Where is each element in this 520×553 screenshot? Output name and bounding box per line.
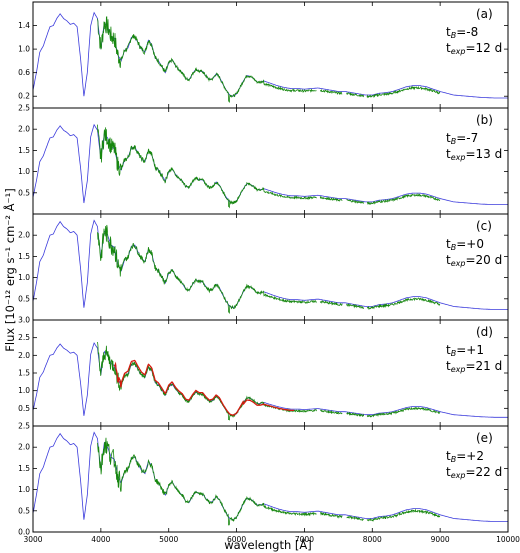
panel-frame	[32, 319, 509, 427]
y-tick-label: 1.0	[18, 167, 30, 176]
x-axis-label: wavelength [Å]	[224, 537, 312, 552]
y-tick-label: 0.5	[18, 294, 30, 303]
y-axis-label: Flux [10⁻¹² erg s⁻¹ cm⁻² Å⁻¹]	[2, 188, 17, 351]
epoch-label: tB=-8	[446, 25, 478, 40]
y-tick-label: 1.0	[18, 485, 30, 494]
panel-letter: (a)	[476, 7, 493, 21]
y-tick-label: 1.5	[18, 252, 30, 261]
y-tick-label: 1.5	[18, 369, 30, 378]
observed-line	[97, 341, 441, 421]
y-tick-label: 1.5	[18, 464, 30, 473]
explosion-epoch-label: texp=12 d	[446, 41, 502, 56]
model-line	[33, 219, 508, 310]
x-tick-label: 5000	[159, 535, 178, 544]
y-tick-label: 2.5	[18, 422, 30, 431]
x-tick-label: 4000	[91, 535, 110, 544]
model-line	[33, 431, 508, 522]
observed-line	[97, 224, 441, 314]
y-tick-label: 2.5	[18, 333, 30, 342]
panel-frame	[32, 425, 509, 533]
observed-line	[97, 124, 441, 209]
y-tick-label: 2.0	[18, 443, 30, 452]
y-tick-label: 1.4	[18, 21, 30, 30]
x-axis-ticks: 3000 4000 5000 6000 7000 8000 9000 10000	[23, 535, 520, 544]
x-tick-label: 3000	[23, 535, 42, 544]
epoch-label: tB=+1	[446, 343, 484, 358]
plot-area	[33, 431, 508, 526]
y-tick-label: 0.5	[18, 506, 30, 515]
y-tick-label: 3.0	[18, 316, 30, 325]
comparison-line	[113, 359, 295, 416]
y-tick-label: 2.0	[18, 231, 30, 240]
y-tick-label: 0.0	[18, 528, 30, 537]
observed-line	[97, 16, 441, 103]
y-tick-label: 1.5	[18, 146, 30, 155]
explosion-epoch-label: texp=13 d	[446, 147, 502, 162]
y-tick-label: 0.6	[18, 68, 30, 77]
epoch-label: tB=+2	[446, 449, 484, 464]
y-tick-label: 0.5	[18, 404, 30, 413]
y-tick-label: 2.0	[18, 125, 30, 134]
panel-letter: (c)	[476, 219, 492, 233]
explosion-epoch-label: texp=20 d	[446, 253, 502, 268]
y-tick-label: 1.0	[18, 45, 30, 54]
panel-letter: (d)	[476, 325, 493, 339]
explosion-epoch-label: texp=21 d	[446, 359, 502, 374]
plot-area	[33, 11, 508, 103]
epoch-label: tB=+0	[446, 237, 484, 252]
x-tick-label: 9000	[431, 535, 450, 544]
panel-letter: (e)	[476, 431, 493, 445]
epoch-label: tB=-7	[446, 131, 478, 146]
plot-area	[33, 341, 508, 421]
explosion-epoch-label: texp=22 d	[446, 465, 502, 480]
y-tick-label: 2.0	[18, 351, 30, 360]
x-tick-label: 10000	[496, 535, 520, 544]
y-tick-label: 0.2	[18, 92, 30, 101]
panel-frame	[32, 107, 509, 215]
plot-area	[33, 219, 508, 314]
x-tick-label: 8000	[363, 535, 382, 544]
plot-area	[33, 123, 508, 209]
y-tick-label: 1.0	[18, 273, 30, 282]
y-tick-label: 1.0	[18, 386, 30, 395]
panel-letter: (b)	[476, 113, 493, 127]
y-tick-label: 0.5	[18, 188, 30, 197]
x-tick-label: 6000	[227, 535, 246, 544]
observed-line	[97, 437, 441, 526]
y-tick-label: 2.5	[18, 104, 30, 113]
x-tick-label: 7000	[295, 535, 314, 544]
